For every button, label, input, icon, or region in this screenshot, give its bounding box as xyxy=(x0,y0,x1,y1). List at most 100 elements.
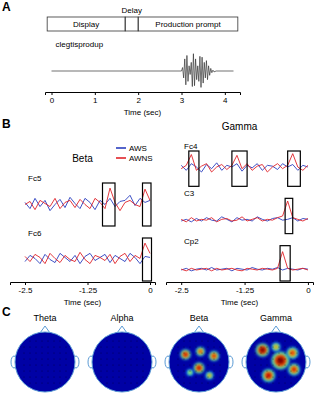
electrode xyxy=(131,383,132,384)
electrode xyxy=(273,377,274,378)
electrode xyxy=(196,377,197,378)
electrode xyxy=(119,365,120,366)
electrode xyxy=(297,359,298,360)
electrode xyxy=(279,365,280,366)
electrode xyxy=(101,371,102,372)
electrode xyxy=(261,341,262,342)
electrode xyxy=(66,377,67,378)
electrode xyxy=(48,377,49,378)
axis-line xyxy=(46,93,241,96)
electrode xyxy=(36,383,37,384)
electrode xyxy=(119,371,120,372)
electrode xyxy=(125,371,126,372)
tick-mark xyxy=(308,282,309,285)
activation-spot xyxy=(194,363,205,374)
electrode xyxy=(143,359,144,360)
electrode xyxy=(60,377,61,378)
tick-label: 0 xyxy=(306,286,311,295)
electrode xyxy=(113,353,114,354)
electrode xyxy=(184,359,185,360)
electrode xyxy=(113,383,114,384)
electrode xyxy=(255,347,256,348)
activation-spot xyxy=(183,352,187,356)
legend-label: AWS xyxy=(129,144,147,153)
electrode xyxy=(267,353,268,354)
activation-spot xyxy=(199,350,203,354)
electrode xyxy=(66,353,67,354)
electrode xyxy=(119,383,120,384)
highlight-box xyxy=(143,183,152,226)
electrode xyxy=(220,377,221,378)
legend-swatch xyxy=(116,157,126,159)
electrode xyxy=(66,371,67,372)
trace xyxy=(181,154,308,172)
electrode xyxy=(107,341,108,342)
electrode xyxy=(24,347,25,348)
electrode xyxy=(107,365,108,366)
tick-mark xyxy=(138,92,139,95)
electrode xyxy=(125,377,126,378)
electrode xyxy=(66,347,67,348)
electrode xyxy=(30,377,31,378)
electrode xyxy=(24,359,25,360)
tick-mark xyxy=(245,282,246,285)
map-title: Beta xyxy=(190,313,209,323)
electrode xyxy=(60,347,61,348)
electrode xyxy=(137,377,138,378)
electrode xyxy=(190,377,191,378)
map-title: Gamma xyxy=(260,313,292,323)
electrode xyxy=(190,347,191,348)
tick: 4 xyxy=(223,92,228,105)
tick-label: -1.25 xyxy=(79,286,98,295)
head xyxy=(92,332,152,392)
activation-spot xyxy=(212,354,216,358)
activation-spot xyxy=(209,351,219,361)
activation-spot xyxy=(292,367,297,372)
electrode xyxy=(285,371,286,372)
series-label: clegtisprodup xyxy=(56,40,104,49)
electrode xyxy=(279,341,280,342)
tick: 0 xyxy=(50,92,55,105)
tick-mark xyxy=(52,92,53,95)
activation-spot xyxy=(264,371,273,380)
electrode xyxy=(125,341,126,342)
activation-spot xyxy=(258,345,267,354)
electrode xyxy=(48,383,49,384)
electrode xyxy=(60,353,61,354)
electrode xyxy=(202,371,203,372)
electrode xyxy=(131,371,132,372)
electrode xyxy=(291,359,292,360)
electrode xyxy=(196,365,197,366)
electrode xyxy=(107,353,108,354)
electrode xyxy=(297,365,298,366)
electrode xyxy=(267,371,268,372)
electrode xyxy=(119,377,120,378)
electrode xyxy=(220,359,221,360)
electrode xyxy=(214,347,215,348)
electrode xyxy=(143,347,144,348)
electrode xyxy=(36,353,37,354)
electrode xyxy=(267,377,268,378)
electrode xyxy=(261,347,262,348)
electrode xyxy=(137,341,138,342)
electrode xyxy=(131,347,132,348)
activation-spot xyxy=(287,347,299,359)
electrode xyxy=(267,383,268,384)
waveform xyxy=(52,54,234,88)
trace xyxy=(25,188,150,211)
electrode xyxy=(297,371,298,372)
electrode xyxy=(202,353,203,354)
activation-spot xyxy=(260,347,265,352)
electrode xyxy=(137,383,138,384)
activation-spot xyxy=(288,364,300,376)
electrode xyxy=(30,371,31,372)
panel-label: A xyxy=(2,0,11,14)
activation-spot xyxy=(180,349,190,359)
electrode xyxy=(184,377,185,378)
tick: -1.25 xyxy=(236,282,255,295)
axis-title: Time (sec) xyxy=(64,298,102,307)
electrode xyxy=(66,365,67,366)
electrode xyxy=(60,359,61,360)
timeline-segment xyxy=(47,17,125,31)
electrode xyxy=(30,359,31,360)
